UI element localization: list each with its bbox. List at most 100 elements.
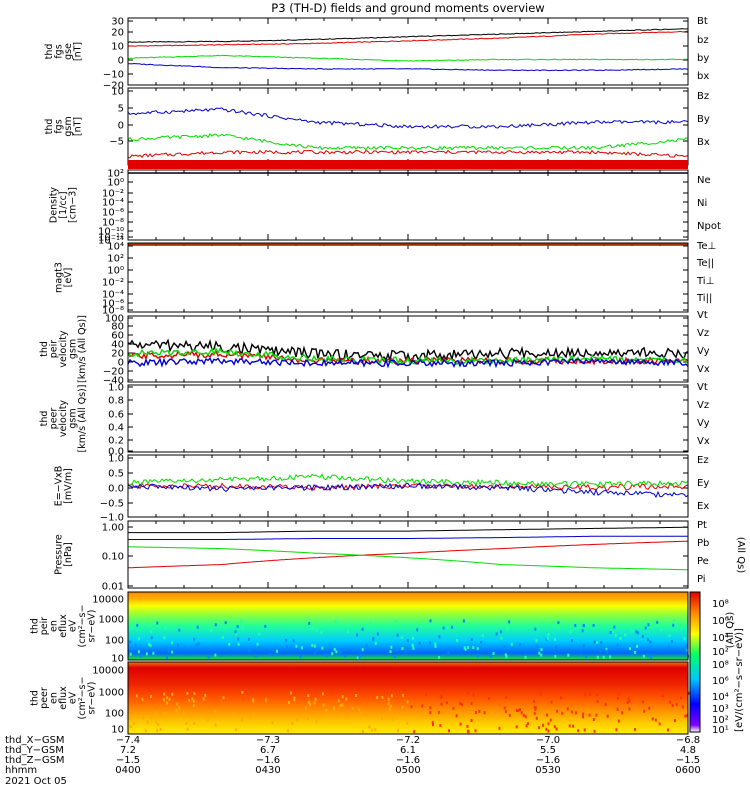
spectrogram-speck [381,695,384,699]
spectrogram-speck [621,711,624,715]
spectrogram-speck [394,619,397,623]
spectrogram-speck [193,721,196,725]
spectrogram-speck [547,722,550,726]
spectrogram-speck [475,711,477,714]
y-axis-label: [km/s (All Qs)] [77,315,88,383]
spectrogram-speck [141,714,144,718]
x-tick-label: 6.1 [400,745,416,756]
spectrogram-speck [286,729,289,733]
spectrogram-speck [588,713,591,717]
y-axis-label: Pressure [53,534,64,575]
ephemeris-row-label: thd_X−GSM [5,735,65,746]
spectrogram-speck [455,714,458,718]
y-axis-label: [1/cc] [58,191,69,218]
spectrogram-speck [470,719,473,722]
y-tick-label: −20 [103,367,124,378]
spectrogram-speck [470,702,473,705]
spectrogram-speck [360,711,363,715]
spectrogram-speck [322,692,324,696]
spectrogram-speck [333,647,336,651]
y-axis-label: peer [39,687,50,709]
y-axis-label: gsm [68,408,79,428]
legend-label: Pb [697,538,709,549]
spectrogram-speck [406,721,409,725]
spectrogram-speck [237,642,240,646]
spectrogram-speck [681,705,684,709]
x-tick-label: 6.7 [260,745,276,756]
y-axis-label: thd [30,618,41,634]
spectrogram-speck [504,710,507,714]
y-tick-label: 10⁻⁶ [102,299,124,310]
y-tick-label: 80 [111,322,124,333]
y-tick-label: 10⁻¹² [98,233,124,244]
spectrogram-speck [228,642,231,646]
spectrogram-speck [478,709,481,713]
legend-label: Te⊥ [696,241,716,252]
y-axis-label: thd [44,119,55,135]
x-tick-label: 0500 [395,765,420,776]
spectrogram-speck [248,649,250,653]
spectrogram-speck [510,642,513,646]
y-axis-label: Density [49,187,60,223]
y-tick-label: 1000 [99,688,124,699]
spectrogram-speck [439,694,442,698]
spectrogram-speck [508,620,511,624]
spectrogram-speck [344,647,347,651]
y-tick-label: 0.01 [102,582,124,593]
spectrogram-speck [240,619,243,623]
spectrogram-speck [503,645,506,649]
spectrogram-speck [540,653,543,657]
spectrogram-speck [626,701,629,704]
spectrogram-speck [581,629,584,633]
y-axis-label: eflux [58,686,69,710]
spectrogram-speck [609,655,612,659]
spectrogram-speck [197,642,200,646]
spectrogram-speck [141,716,144,720]
spectrogram-speck [429,619,432,623]
spectrogram-speck [376,632,379,636]
spectrogram-speck [307,717,309,721]
spectrogram-speck [540,648,543,651]
x-tick-label: −7.3 [256,735,280,746]
spectrogram-speck [165,712,168,716]
spectrogram-speck [351,706,354,710]
spectrogram-speck [433,623,436,627]
spectrogram-speck [503,706,506,710]
spectrogram-speck [628,707,631,711]
panel-frame [127,169,689,241]
spectrogram-speck [391,717,394,721]
y-tick-label: 0 [118,358,124,369]
spectrogram-speck [315,720,318,724]
panel-frame [127,315,689,383]
spectrogram-speck [361,627,364,631]
spectrogram-speck [648,706,651,710]
spectrogram-speck [555,709,558,713]
spectrogram-speck [459,701,462,705]
spectrogram-speck [656,620,659,624]
spectrogram-speck [129,717,132,720]
y-axis-label: gsm [63,116,74,136]
spectrogram-speck [428,641,431,645]
spectrogram-speck [186,727,189,731]
spectrogram-speck [404,649,407,653]
spectrogram-speck [412,646,415,650]
spectrogram-speck [583,728,586,732]
spectrogram-speck [636,631,639,635]
spectrogram-speck [355,694,358,697]
spectrogram-speck [634,728,637,731]
legend-label: Npot [697,221,721,232]
series-bx [128,62,689,72]
colorbar-tick: 10³ [712,704,729,715]
spectrogram-speck [651,717,654,721]
spectrogram-speck [686,714,689,718]
spectrogram-speck [271,721,274,725]
spectrogram-speck [387,697,390,701]
x-tick-label: −7.2 [396,735,420,746]
spectrogram-speck [248,637,250,641]
y-axis-label: thd [30,690,41,706]
spectrogram-speck [554,637,556,641]
series-Pe [128,546,689,571]
series-Pb [128,540,688,569]
panel-frame [127,384,689,453]
spectrogram-speck [429,706,432,710]
